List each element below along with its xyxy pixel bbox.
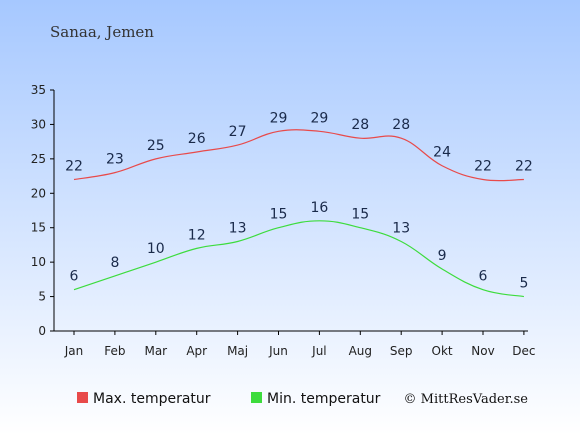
- min-temperature-data-label: 6: [479, 269, 488, 285]
- x-tick-label: Jun: [268, 344, 288, 358]
- max-temperature-data-label: 23: [106, 152, 124, 168]
- y-tick-label: 35: [31, 83, 46, 97]
- x-tick-label: Dec: [512, 344, 535, 358]
- min-temperature-data-label: 12: [188, 227, 206, 243]
- min-temperature-data-label: 15: [351, 207, 369, 223]
- x-tick-label: Nov: [471, 344, 494, 358]
- x-tick-label: Feb: [104, 344, 125, 358]
- min-temperature-line: [73, 220, 524, 298]
- max-temperature-data-label: 22: [474, 159, 492, 175]
- y-tick-label: 5: [38, 290, 46, 304]
- x-tick-label: Apr: [186, 344, 207, 358]
- data-labels: 22 23 25 26 27 29 29 28 28 24 22 22 6 8 10 12 13 15 16 15 13…: [65, 110, 533, 291]
- x-tick-label: Jul: [311, 344, 326, 358]
- credit-text: © MittResVader.se: [404, 392, 529, 407]
- max-temperature-data-label: 29: [310, 110, 328, 126]
- x-axis-ticks: Jan Feb Mar Apr Maj Jun Jul Aug Sep Okt Nov Dec: [64, 331, 536, 358]
- min-temperature-data-label: 16: [310, 200, 328, 216]
- max-temperature-data-label: 24: [433, 145, 451, 161]
- legend-swatch-max: [77, 392, 88, 403]
- location-title: Sanaa, Jemen: [50, 23, 154, 41]
- axes: [53, 90, 528, 332]
- max-temperature-data-label: 22: [65, 159, 83, 175]
- max-temperature-data-label: 25: [147, 138, 165, 154]
- legend-label-max: Max. temperatur: [93, 391, 211, 407]
- y-tick-label: 25: [31, 152, 46, 166]
- min-temperature-data-label: 13: [392, 220, 410, 236]
- y-tick-label: 15: [31, 221, 46, 235]
- legend: Max. temperatur Min. temperatur: [77, 391, 381, 407]
- series-lines: [73, 129, 524, 298]
- max-temperature-data-label: 27: [229, 124, 247, 140]
- x-tick-label: Maj: [227, 344, 248, 358]
- y-tick-label: 0: [38, 324, 46, 338]
- y-axis-ticks: 0 5 10 15 20 25 30 35: [31, 83, 54, 338]
- min-temperature-data-label: 13: [229, 220, 247, 236]
- min-temperature-data-label: 8: [110, 255, 119, 271]
- max-temperature-line: [73, 129, 524, 182]
- min-temperature-data-label: 5: [519, 276, 528, 292]
- x-tick-label: Mar: [144, 344, 167, 358]
- max-temperature-data-label: 22: [515, 159, 533, 175]
- y-tick-label: 20: [31, 186, 46, 200]
- max-temperature-data-label: 26: [188, 131, 206, 147]
- max-temperature-data-label: 29: [270, 110, 288, 126]
- min-temperature-data-label: 6: [70, 269, 79, 285]
- x-tick-label: Okt: [432, 344, 453, 358]
- x-tick-label: Sep: [390, 344, 413, 358]
- legend-label-min: Min. temperatur: [267, 391, 381, 407]
- x-tick-label: Jan: [64, 344, 84, 358]
- max-temperature-data-label: 28: [351, 117, 369, 133]
- legend-swatch-min: [251, 392, 262, 403]
- y-tick-label: 30: [31, 117, 46, 131]
- min-temperature-data-label: 10: [147, 241, 165, 257]
- max-temperature-data-label: 28: [392, 117, 410, 133]
- x-tick-label: Aug: [349, 344, 372, 358]
- min-temperature-data-label: 15: [270, 207, 288, 223]
- y-tick-label: 10: [31, 255, 46, 269]
- min-temperature-data-label: 9: [438, 248, 447, 264]
